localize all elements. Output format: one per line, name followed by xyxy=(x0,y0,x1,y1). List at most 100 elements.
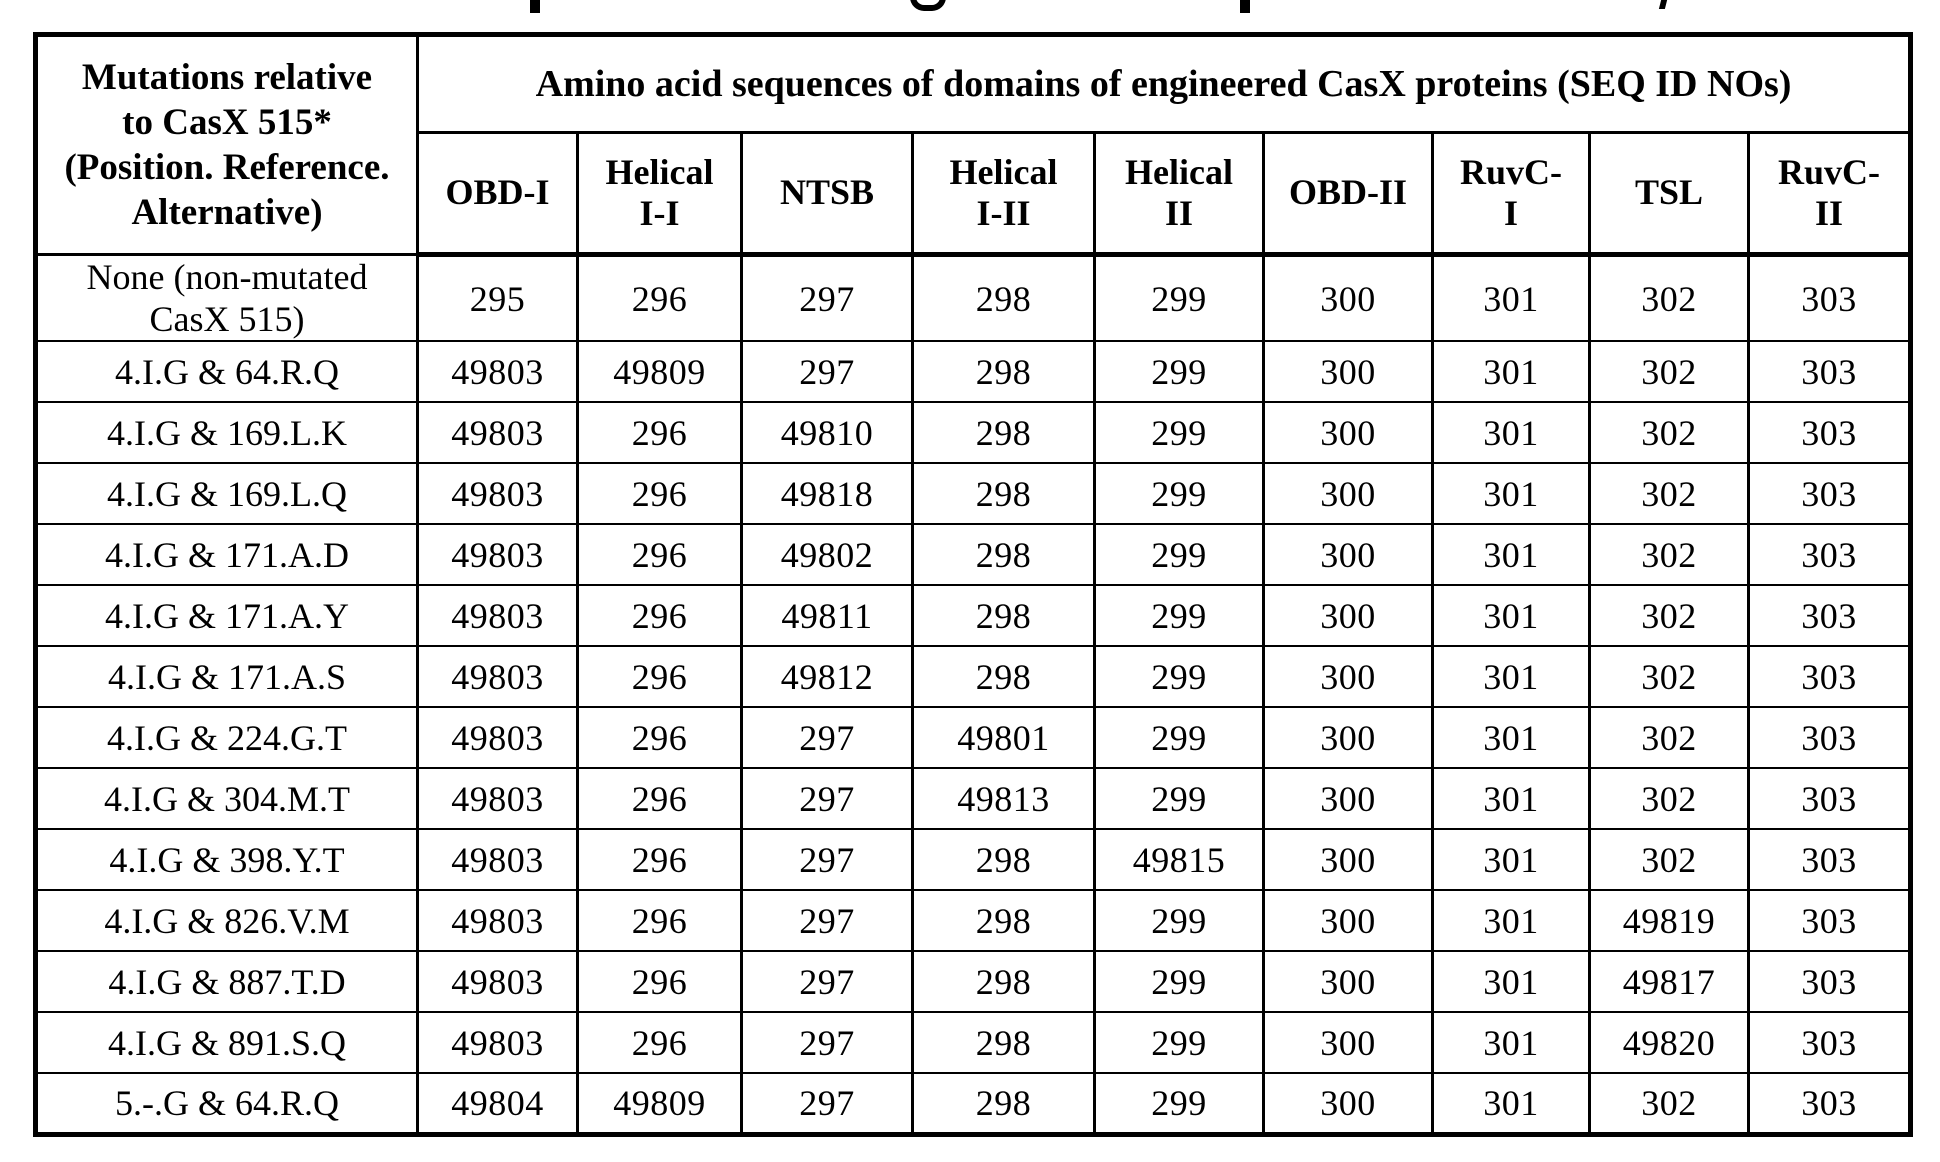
table-body: None (non-mutated CasX 515) 295 296 297 … xyxy=(34,253,1913,1135)
seq-id-cell-obd-i: 49803 xyxy=(416,645,579,708)
column-header-mutations: Mutations relative to CasX 515* (Positio… xyxy=(34,33,419,256)
seq-id-cell-ntsb: 297 xyxy=(740,1072,914,1135)
column-header-ruvc-i: RuvC- I xyxy=(1431,131,1591,257)
seq-id-cell-helical-i-i: 49809 xyxy=(576,340,743,403)
seq-id-cell-helical-i-ii: 298 xyxy=(911,950,1096,1013)
clipped-text-fragment xyxy=(530,0,540,13)
table-row: None (non-mutated CasX 515) 295 296 297 … xyxy=(34,253,1913,342)
seq-id-cell-helical-i-ii: 298 xyxy=(911,462,1096,525)
seq-id-cell-ntsb: 49811 xyxy=(740,584,914,647)
seq-id-cell-ruvc-ii: 303 xyxy=(1746,462,1913,525)
seq-id-cell-helical-i-i: 296 xyxy=(576,462,743,525)
seq-id-cell-helical-i-i: 296 xyxy=(576,889,743,952)
seq-id-cell-helical-i-ii: 298 xyxy=(911,340,1096,403)
seq-id-cell-obd-i: 49803 xyxy=(416,828,579,891)
seq-id-cell-helical-ii: 299 xyxy=(1093,1072,1265,1135)
table-row: 4.I.G & 891.S.Q 49803 296 297 298 299 30… xyxy=(34,1011,1913,1074)
column-header-amino-acid-sequences: Amino acid sequences of domains of engin… xyxy=(415,33,1913,134)
mutation-cell: 4.I.G & 891.S.Q xyxy=(34,1011,419,1074)
seq-id-cell-ruvc-i: 301 xyxy=(1431,767,1591,830)
seq-id-cell-helical-i-ii: 49801 xyxy=(911,706,1096,769)
seq-id-cell-helical-ii: 299 xyxy=(1093,889,1265,952)
table-row: 4.I.G & 64.R.Q 49803 49809 297 298 299 3… xyxy=(34,340,1913,403)
seq-id-cell-obd-ii: 300 xyxy=(1262,828,1434,891)
column-header-helical-ii: Helical II xyxy=(1093,131,1265,257)
seq-id-cell-ruvc-ii: 303 xyxy=(1746,645,1913,708)
mutation-cell: 4.I.G & 169.L.K xyxy=(34,401,419,464)
seq-id-cell-obd-ii: 300 xyxy=(1262,767,1434,830)
seq-id-cell-helical-i-i: 296 xyxy=(576,523,743,586)
seq-id-cell-helical-ii: 299 xyxy=(1093,253,1265,342)
table-row: 4.I.G & 224.G.T 49803 296 297 49801 299 … xyxy=(34,706,1913,769)
seq-id-cell-ruvc-i: 301 xyxy=(1431,950,1591,1013)
seq-id-cell-ruvc-i: 301 xyxy=(1431,523,1591,586)
seq-id-cell-obd-ii: 300 xyxy=(1262,706,1434,769)
seq-id-cell-ntsb: 297 xyxy=(740,1011,914,1074)
seq-id-cell-obd-i: 49803 xyxy=(416,767,579,830)
seq-id-cell-obd-i: 49803 xyxy=(416,1011,579,1074)
seq-id-cell-tsl: 302 xyxy=(1588,706,1750,769)
seq-id-cell-ruvc-ii: 303 xyxy=(1746,950,1913,1013)
mutation-cell: 4.I.G & 64.R.Q xyxy=(34,340,419,403)
seq-id-cell-ntsb: 297 xyxy=(740,340,914,403)
seq-id-cell-helical-i-ii: 298 xyxy=(911,523,1096,586)
seq-id-cell-helical-ii: 299 xyxy=(1093,462,1265,525)
seq-id-cell-helical-i-ii: 298 xyxy=(911,253,1096,342)
seq-id-cell-helical-i-i: 296 xyxy=(576,767,743,830)
column-header-tsl: TSL xyxy=(1588,131,1750,257)
seq-id-cell-ruvc-ii: 303 xyxy=(1746,523,1913,586)
mutation-cell: 4.I.G & 171.A.D xyxy=(34,523,419,586)
mutation-cell: 4.I.G & 887.T.D xyxy=(34,950,419,1013)
seq-id-cell-obd-ii: 300 xyxy=(1262,462,1434,525)
seq-id-cell-ntsb: 297 xyxy=(740,767,914,830)
seq-id-cell-ruvc-ii: 303 xyxy=(1746,706,1913,769)
seq-id-cell-obd-ii: 300 xyxy=(1262,340,1434,403)
seq-id-cell-tsl: 302 xyxy=(1588,828,1750,891)
mutation-cell: 4.I.G & 171.A.S xyxy=(34,645,419,708)
seq-id-cell-obd-i: 49803 xyxy=(416,950,579,1013)
seq-id-cell-helical-i-i: 296 xyxy=(576,706,743,769)
seq-id-cell-obd-ii: 300 xyxy=(1262,645,1434,708)
seq-id-cell-helical-ii: 299 xyxy=(1093,950,1265,1013)
seq-id-cell-helical-i-ii: 298 xyxy=(911,645,1096,708)
seq-id-cell-obd-i: 49803 xyxy=(416,889,579,952)
table-row: 4.I.G & 171.A.D 49803 296 49802 298 299 … xyxy=(34,523,1913,586)
seq-id-cell-ruvc-ii: 303 xyxy=(1746,1072,1913,1135)
seq-id-cell-ruvc-ii: 303 xyxy=(1746,828,1913,891)
seq-id-cell-obd-i: 49803 xyxy=(416,401,579,464)
seq-id-cell-ruvc-i: 301 xyxy=(1431,340,1591,403)
table-row: 4.I.G & 826.V.M 49803 296 297 298 299 30… xyxy=(34,889,1913,952)
seq-id-cell-helical-ii: 49815 xyxy=(1093,828,1265,891)
seq-id-cell-helical-ii: 299 xyxy=(1093,340,1265,403)
seq-id-cell-tsl: 302 xyxy=(1588,462,1750,525)
seq-id-cell-ruvc-i: 301 xyxy=(1431,1011,1591,1074)
seq-id-cell-ruvc-i: 301 xyxy=(1431,889,1591,952)
seq-id-cell-ruvc-i: 301 xyxy=(1431,462,1591,525)
seq-id-cell-obd-i: 49803 xyxy=(416,584,579,647)
seq-id-cell-helical-i-i: 296 xyxy=(576,584,743,647)
seq-id-cell-obd-ii: 300 xyxy=(1262,523,1434,586)
seq-id-cell-helical-i-i: 296 xyxy=(576,645,743,708)
mutation-cell: 4.I.G & 224.G.T xyxy=(34,706,419,769)
seq-id-cell-obd-ii: 300 xyxy=(1262,253,1434,342)
column-header-helical-i-i: Helical I-I xyxy=(576,131,743,257)
seq-id-cell-tsl: 49819 xyxy=(1588,889,1750,952)
seq-id-cell-helical-ii: 299 xyxy=(1093,523,1265,586)
table-row: 4.I.G & 304.M.T 49803 296 297 49813 299 … xyxy=(34,767,1913,830)
seq-id-cell-obd-i: 49803 xyxy=(416,340,579,403)
column-header-ruvc-ii: RuvC- II xyxy=(1746,131,1913,257)
seq-id-cell-helical-i-i: 49809 xyxy=(576,1072,743,1135)
table-row: 4.I.G & 171.A.Y 49803 296 49811 298 299 … xyxy=(34,584,1913,647)
table-header: Mutations relative to CasX 515* (Positio… xyxy=(34,33,1913,257)
seq-id-cell-ntsb: 297 xyxy=(740,253,914,342)
seq-id-cell-ruvc-i: 301 xyxy=(1431,706,1591,769)
seq-id-cell-obd-i: 49804 xyxy=(416,1072,579,1135)
seq-id-cell-helical-i-i: 296 xyxy=(576,253,743,342)
seq-id-cell-ntsb: 297 xyxy=(740,828,914,891)
seq-id-cell-helical-i-i: 296 xyxy=(576,1011,743,1074)
seq-id-cell-tsl: 302 xyxy=(1588,645,1750,708)
seq-id-cell-ntsb: 49802 xyxy=(740,523,914,586)
seq-id-cell-ntsb: 49810 xyxy=(740,401,914,464)
seq-id-cell-helical-i-i: 296 xyxy=(576,401,743,464)
